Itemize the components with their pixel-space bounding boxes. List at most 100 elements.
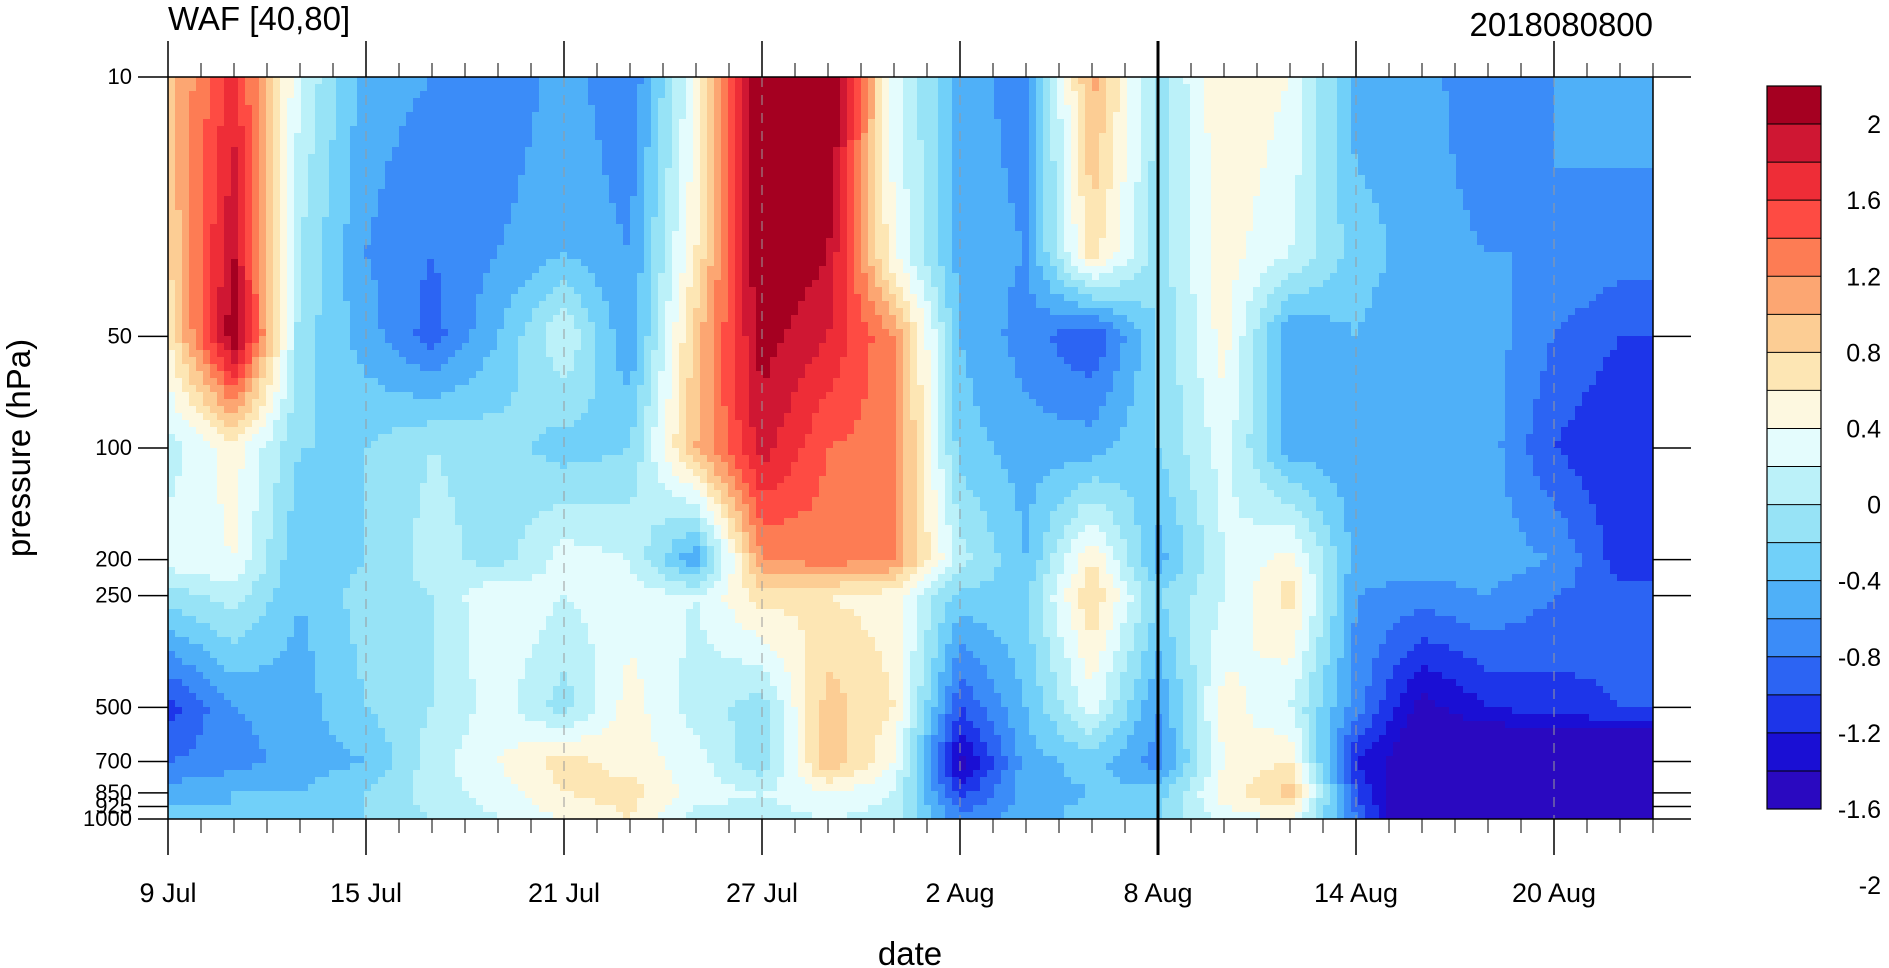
contour-cell: [1463, 126, 1471, 134]
contour-cell: [1211, 98, 1219, 106]
contour-cell: [581, 119, 589, 127]
contour-cell: [1463, 182, 1471, 190]
contour-cell: [693, 231, 701, 239]
contour-cell: [294, 91, 302, 99]
contour-cell: [392, 105, 400, 113]
contour-cell: [238, 189, 246, 197]
contour-cell: [406, 182, 414, 190]
contour-cell: [588, 98, 596, 106]
contour-cell: [819, 217, 827, 225]
contour-cell: [1295, 217, 1303, 225]
contour-cell: [1358, 203, 1366, 211]
contour-cell: [462, 196, 470, 204]
contour-cell: [770, 140, 778, 148]
contour-cell: [455, 238, 463, 246]
contour-cell: [707, 175, 715, 183]
contour-cell: [1050, 210, 1058, 218]
contour-cell: [1015, 119, 1023, 127]
contour-cell: [1638, 154, 1646, 162]
contour-cell: [1519, 91, 1527, 99]
contour-cell: [1057, 84, 1065, 92]
contour-cell: [728, 161, 736, 169]
contour-cell: [1344, 217, 1352, 225]
contour-cell: [546, 182, 554, 190]
contour-cell: [1106, 203, 1114, 211]
contour-cell: [833, 133, 841, 141]
contour-cell: [987, 168, 995, 176]
contour-cell: [581, 91, 589, 99]
contour-cell: [546, 238, 554, 246]
contour-cell: [238, 168, 246, 176]
contour-cell: [1183, 112, 1191, 120]
contour-cell: [1267, 91, 1275, 99]
contour-cell: [252, 105, 260, 113]
contour-cell: [189, 210, 197, 218]
contour-cell: [1050, 77, 1058, 85]
contour-cell: [1582, 210, 1590, 218]
contour-cell: [1365, 126, 1373, 134]
contour-cell: [616, 189, 624, 197]
contour-cell: [308, 91, 316, 99]
contour-cell: [903, 203, 911, 211]
contour-cell: [1337, 98, 1345, 106]
contour-cell: [364, 98, 372, 106]
contour-cell: [602, 77, 610, 85]
contour-cell: [371, 217, 379, 225]
contour-cell: [518, 168, 526, 176]
contour-cell: [882, 105, 890, 113]
contour-cell: [273, 77, 281, 85]
contour-cell: [427, 238, 435, 246]
contour-cell: [1463, 189, 1471, 197]
contour-cell: [1099, 119, 1107, 127]
contour-cell: [441, 210, 449, 218]
contour-cell: [798, 77, 806, 85]
contour-cell: [595, 231, 603, 239]
contour-cell: [889, 182, 897, 190]
contour-cell: [665, 77, 673, 85]
contour-cell: [420, 203, 428, 211]
contour-cell: [413, 133, 421, 141]
contour-cell: [847, 126, 855, 134]
contour-cell: [1477, 84, 1485, 92]
contour-cell: [1106, 231, 1114, 239]
contour-cell: [1519, 112, 1527, 120]
contour-cell: [1428, 105, 1436, 113]
contour-cell: [735, 224, 743, 232]
contour-cell: [749, 203, 757, 211]
contour-cell: [294, 224, 302, 232]
contour-cell: [1218, 98, 1226, 106]
contour-cell: [1120, 224, 1128, 232]
contour-cell: [406, 161, 414, 169]
contour-cell: [994, 77, 1002, 85]
contour-cell: [301, 168, 309, 176]
contour-cell: [1575, 182, 1583, 190]
contour-cell: [770, 112, 778, 120]
contour-cell: [798, 84, 806, 92]
contour-cell: [546, 154, 554, 162]
contour-cell: [175, 119, 183, 127]
contour-cell: [427, 77, 435, 85]
contour-cell: [1288, 140, 1296, 148]
contour-cell: [525, 105, 533, 113]
contour-cell: [1148, 84, 1156, 92]
contour-cell: [329, 77, 337, 85]
contour-cell: [812, 210, 820, 218]
contour-cell: [644, 161, 652, 169]
contour-cell: [1561, 175, 1569, 183]
contour-cell: [1141, 133, 1149, 141]
contour-cell: [1197, 154, 1205, 162]
contour-cell: [259, 105, 267, 113]
contour-cell: [511, 203, 519, 211]
contour-cell: [1260, 147, 1268, 155]
contour-cell: [1064, 91, 1072, 99]
contour-cell: [1645, 105, 1653, 113]
contour-cell: [1638, 224, 1646, 232]
contour-cell: [840, 105, 848, 113]
contour-cell: [1246, 224, 1254, 232]
contour-cell: [469, 91, 477, 99]
contour-cell: [1505, 119, 1513, 127]
contour-cell: [273, 119, 281, 127]
contour-cell: [847, 140, 855, 148]
contour-cell: [1456, 140, 1464, 148]
contour-cell: [1477, 112, 1485, 120]
